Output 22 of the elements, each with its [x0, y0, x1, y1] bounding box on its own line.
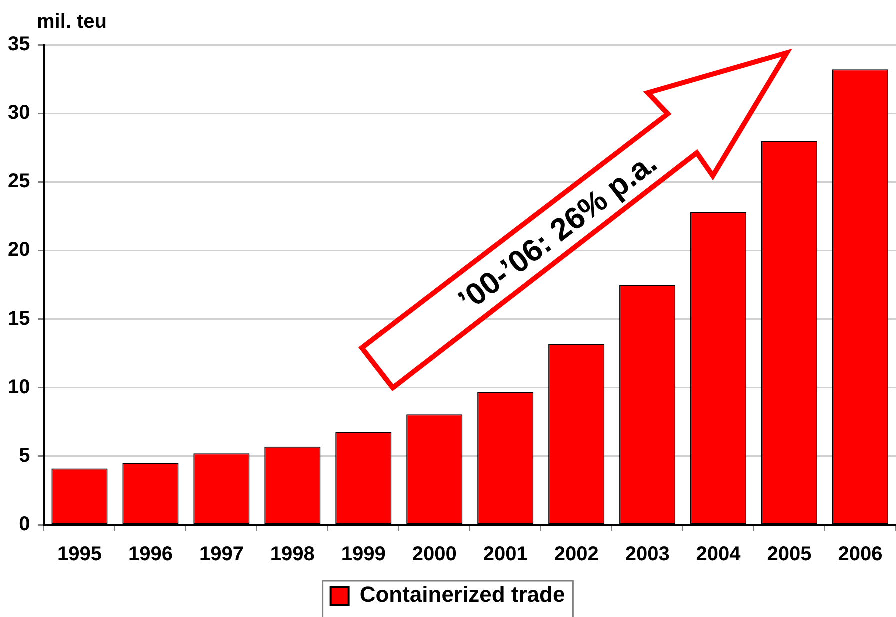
x-tick-label: 2004 [696, 544, 742, 566]
y-tick-label: 20 [8, 239, 30, 262]
x-tick-label: 1996 [128, 544, 173, 566]
x-tick-label: 2000 [412, 544, 457, 566]
y-tick-label: 5 [19, 444, 30, 467]
y-tick-label: 0 [19, 514, 30, 536]
x-tick-label: 2001 [483, 544, 528, 566]
y-tick-label: 35 [8, 34, 30, 56]
x-tick-label: 1995 [57, 544, 102, 566]
legend-label: Containerized trade [360, 582, 566, 608]
x-tick-label: 1999 [341, 544, 386, 566]
y-tick-label: 15 [8, 308, 30, 330]
x-tick-label: 2003 [625, 544, 670, 566]
x-tick-label: 1997 [199, 544, 244, 566]
x-tick-label: 1998 [270, 544, 315, 566]
y-tick-label: 30 [8, 102, 30, 124]
y-tick-label: 25 [8, 170, 30, 193]
x-tick-label: 2005 [767, 544, 812, 566]
x-tick-label: 2002 [554, 544, 599, 566]
y-tick-label: 10 [8, 376, 30, 398]
y-axis-title: mil. teu [37, 11, 108, 33]
x-tick-label: 2006 [838, 544, 883, 566]
